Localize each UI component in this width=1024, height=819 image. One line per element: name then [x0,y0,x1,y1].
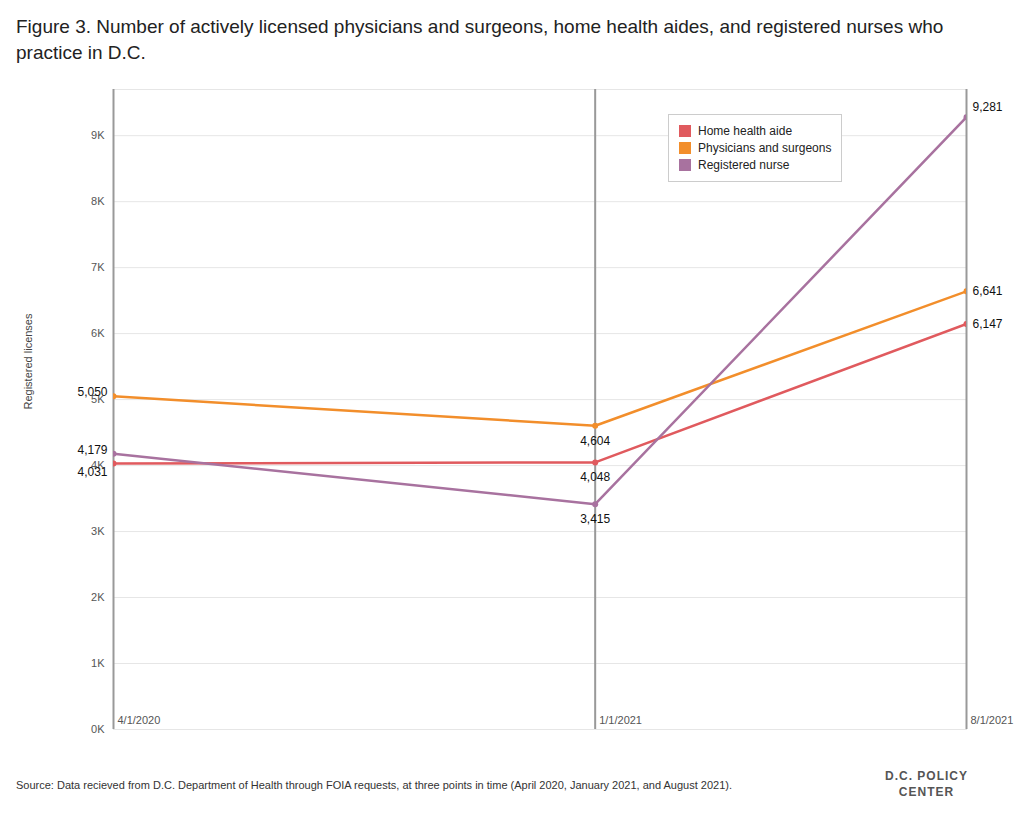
svg-text:7K: 7K [91,261,105,273]
svg-text:1/1/2021: 1/1/2021 [599,715,642,727]
svg-text:4/1/2020: 4/1/2020 [118,715,161,727]
html-text:Source: Data recieved from D.C: Source: Data recieved from D.C. Departme… [16,778,732,791]
html-text:Figure 3. Number of actively l: Figure 3. Number of actively licensed ph… [16,16,944,63]
svg-text:6,641: 6,641 [973,284,1003,298]
svg-text:6,147: 6,147 [973,317,1003,331]
html-text:CENTER: CENTER [898,784,955,799]
svg-text:0K: 0K [91,723,105,735]
svg-text:2K: 2K [91,591,105,603]
svg-text:Registered licenses: Registered licenses [22,313,34,409]
svg-text:4,048: 4,048 [580,471,610,485]
svg-text:9,281: 9,281 [973,100,1003,114]
svg-text:3,415: 3,415 [580,512,610,526]
svg-text:9K: 9K [91,129,105,141]
svg-text:3K: 3K [91,525,105,537]
html-text:Physicians and surgeons: Physicians and surgeons [698,141,832,155]
svg-text:4,179: 4,179 [77,443,107,457]
html-text:Home health aide: Home health aide [698,124,793,138]
svg-text:1K: 1K [91,657,105,669]
html-text:Registered nurse: Registered nurse [698,158,790,172]
svg-text:8/1/2021: 8/1/2021 [971,715,1014,727]
html-text:D.C. POLICY: D.C. POLICY [885,769,968,784]
svg-text:8K: 8K [91,195,105,207]
svg-text:4,031: 4,031 [77,466,107,480]
svg-text:5,050: 5,050 [77,385,107,399]
svg-text:4,604: 4,604 [580,434,610,448]
svg-text:6K: 6K [91,327,105,339]
